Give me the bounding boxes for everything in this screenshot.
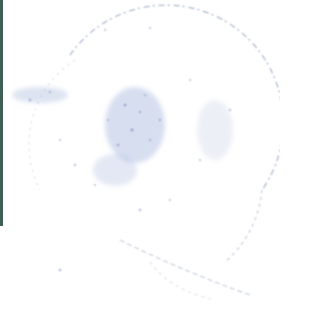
left-edge-strip <box>0 0 3 226</box>
stamp-image <box>0 0 280 316</box>
page <box>0 0 280 316</box>
